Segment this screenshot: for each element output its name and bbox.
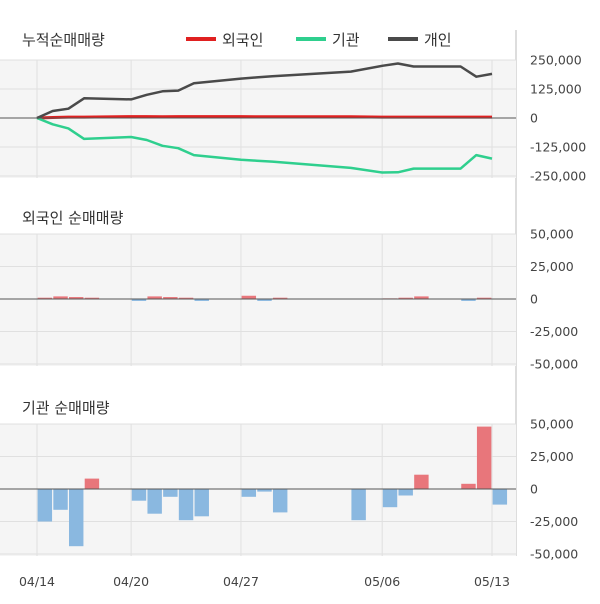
series-line-개인 — [36, 62, 493, 120]
panel-1-ytick-label: 125,000 — [530, 82, 582, 97]
bar-04/24 — [194, 489, 209, 517]
xtick-label: 04/27 — [223, 574, 259, 589]
bar-05/04 — [351, 489, 366, 521]
bar-04/27 — [241, 489, 257, 497]
panel-3-ytick-label: 0 — [530, 482, 538, 497]
panel-2-ytick-label: 50,000 — [530, 227, 574, 242]
bar-04/23 — [178, 297, 194, 299]
xtick-label: 04/20 — [113, 574, 149, 589]
bar-05/07 — [398, 297, 413, 299]
legend-swatch-외국인 — [186, 37, 216, 41]
legend-swatch-개인 — [388, 37, 418, 41]
bar-04/27 — [241, 295, 257, 299]
bar-05/12 — [476, 297, 492, 299]
bar-04/17 — [84, 478, 100, 489]
panel-1-ytick-label: -250,000 — [530, 169, 586, 184]
panel-1-ytick-label: 0 — [530, 111, 538, 126]
bar-05/08 — [414, 296, 429, 299]
legend-label-개인: 개인 — [424, 31, 452, 49]
legend-label-기관: 기관 — [332, 31, 360, 49]
panel-2-ytick-label: -50,000 — [530, 357, 578, 372]
bar-04/16 — [69, 297, 84, 299]
bar-04/22 — [163, 297, 178, 299]
panel-2-ytick-label: 0 — [530, 292, 538, 307]
panel-3-ytick-label: 25,000 — [530, 449, 574, 464]
bar-04/29 — [272, 489, 288, 513]
panel-1-title: 누적순매매량 — [22, 31, 105, 49]
bar-04/14 — [37, 489, 53, 522]
bar-04/16 — [69, 489, 84, 547]
bar-04/20 — [131, 489, 147, 501]
series-line-기관 — [36, 116, 493, 174]
bar-04/24 — [194, 299, 209, 301]
bar-04/28 — [257, 489, 272, 492]
legend-label-외국인: 외국인 — [222, 31, 263, 49]
panel-2-ytick-label: 25,000 — [530, 259, 574, 274]
bar-04/15 — [53, 296, 68, 299]
xtick-label: 04/14 — [19, 574, 55, 589]
bar-04/14 — [37, 297, 53, 299]
panel-3-ytick-label: 50,000 — [530, 417, 574, 432]
bar-04/20 — [131, 299, 147, 301]
bar-05/12 — [476, 426, 492, 489]
panel-2-ytick-label: -25,000 — [530, 324, 578, 339]
bar-05/11 — [461, 299, 476, 301]
bar-04/22 — [163, 489, 178, 497]
bar-05/06 — [382, 489, 398, 508]
panel-1-ytick-label: 250,000 — [530, 53, 582, 68]
panel-3-title: 기관 순매매량 — [22, 399, 110, 417]
bar-05/11 — [461, 483, 476, 489]
xtick-label: 05/06 — [364, 574, 400, 589]
panel-1-ytick-label: -125,000 — [530, 140, 586, 155]
bar-05/13 — [492, 489, 508, 505]
bar-05/08 — [414, 474, 429, 489]
panel-3-ytick-label: -50,000 — [530, 547, 578, 562]
bar-04/29 — [272, 297, 288, 299]
legend-swatch-기관 — [296, 37, 326, 41]
bar-05/07 — [398, 489, 413, 496]
bar-04/17 — [84, 297, 100, 299]
bar-04/28 — [257, 299, 272, 301]
bar-04/21 — [147, 489, 162, 514]
bar-04/21 — [147, 296, 162, 299]
panel-3-ytick-label: -25,000 — [530, 514, 578, 529]
panel-1-background — [0, 60, 516, 178]
bar-04/23 — [178, 489, 194, 521]
bar-04/15 — [53, 489, 68, 510]
series-line-외국인 — [36, 115, 492, 120]
xtick-label: 05/13 — [474, 574, 510, 589]
panel-2-title: 외국인 순매매량 — [22, 209, 124, 227]
